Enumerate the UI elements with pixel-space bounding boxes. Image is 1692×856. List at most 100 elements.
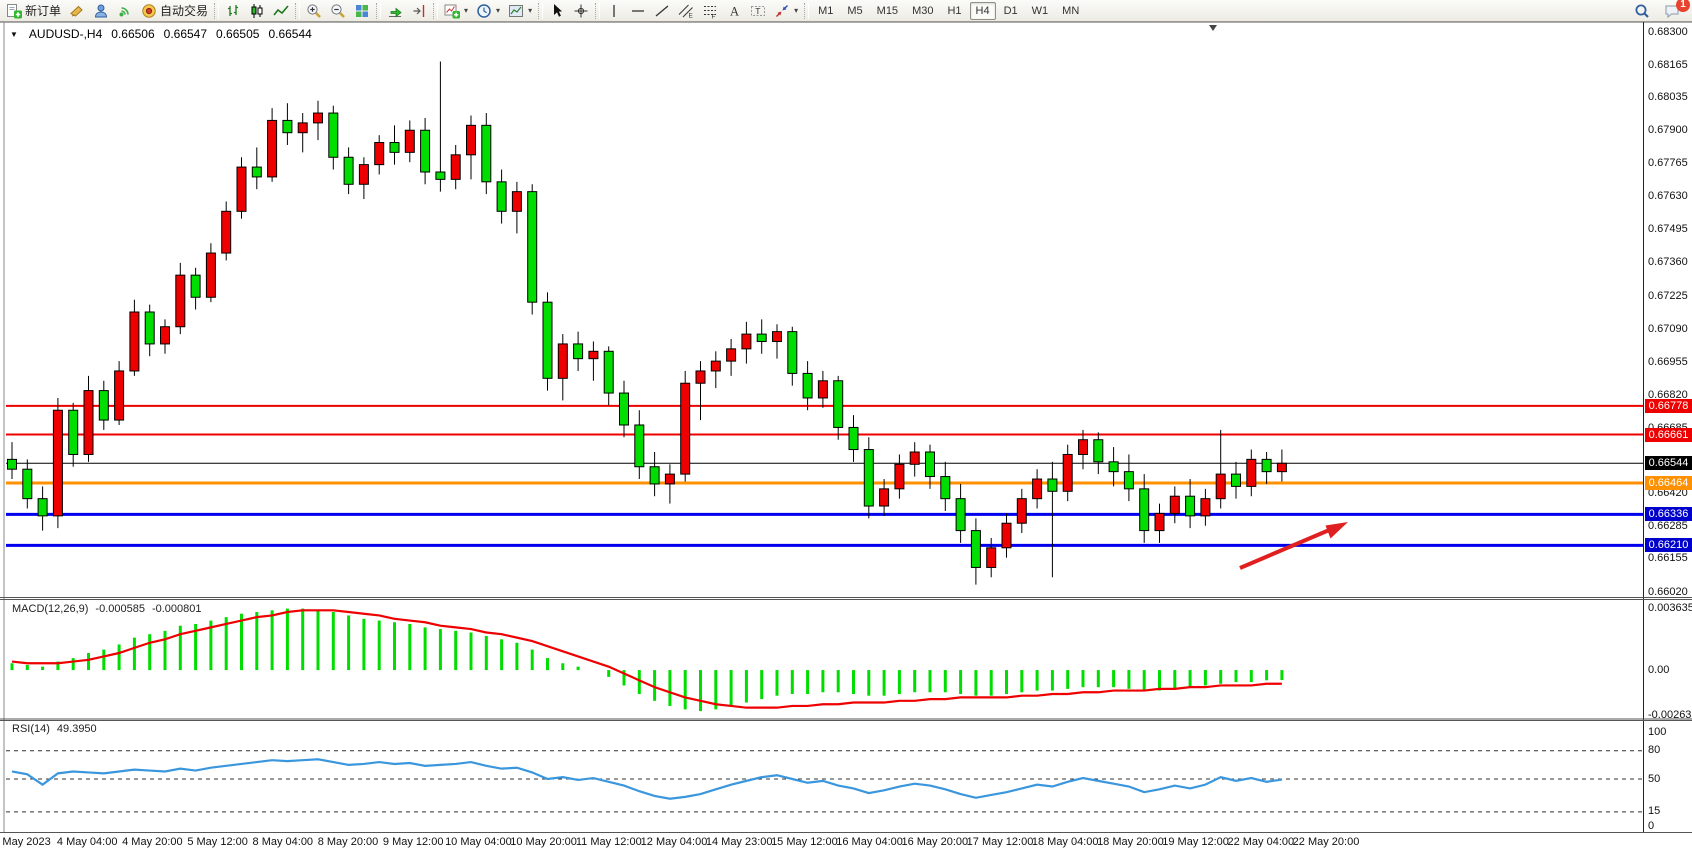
candle (267, 119, 278, 178)
candle (1108, 461, 1119, 473)
time-tick: 16 May 04:00 (836, 836, 903, 848)
candle (970, 530, 981, 568)
timeframe-d1-button[interactable]: D1 (1003, 4, 1018, 17)
candle (986, 547, 997, 568)
time-tick: 17 May 12:00 (966, 836, 1034, 848)
bar-chart-icon (228, 4, 239, 16)
zoom-in-button[interactable] (302, 1, 326, 21)
candle (680, 382, 691, 475)
chevron-down-icon[interactable]: ▾ (794, 6, 799, 15)
candle (1231, 473, 1241, 487)
chart-open: 0.66506 (111, 27, 155, 41)
timeframe-m30-button[interactable]: M30 (912, 4, 934, 17)
candle (328, 112, 339, 158)
equidistant-channel-button[interactable]: E (674, 1, 698, 21)
tile-windows-icon (356, 4, 369, 17)
candle (68, 409, 79, 455)
chevron-down-icon[interactable]: ▾ (464, 6, 469, 15)
candle (925, 451, 935, 478)
rsi-value: 49.3950 (56, 723, 97, 735)
indicators-button[interactable]: ▾ (440, 1, 472, 21)
candle (205, 252, 216, 298)
search-button[interactable] (1630, 1, 1654, 21)
notifications-button[interactable]: 1 (1660, 0, 1690, 21)
candle (802, 372, 813, 399)
chart-shift-icon (413, 4, 425, 17)
price-tick: 0.67225 (1648, 289, 1688, 302)
candle (1016, 498, 1027, 524)
zoom-out-icon (331, 3, 345, 18)
candle (1169, 495, 1180, 514)
tile-windows-button[interactable] (350, 1, 374, 21)
trendline-icon (655, 5, 669, 16)
cursor-button[interactable] (545, 1, 569, 21)
new-order-button[interactable]: 新订单 (2, 1, 65, 21)
price-tick: 0.68300 (1648, 25, 1688, 38)
vertical-line-button[interactable] (602, 1, 626, 21)
periods-button[interactable]: ▾ (472, 1, 504, 21)
hline-icon (632, 9, 645, 12)
macd-label: MACD(12,26,9) -0.000585 -0.000801 (12, 603, 202, 615)
candle (251, 166, 262, 178)
horizontal-line-button[interactable] (626, 1, 650, 21)
macd-tick: 0.00 (1648, 663, 1670, 676)
fibonacci-button[interactable]: F (698, 1, 722, 21)
timeframe-m5-button[interactable]: M5 (847, 4, 863, 17)
macd-main-value: -0.000585 (95, 603, 145, 615)
channel-icon: E (678, 4, 694, 19)
candle (817, 380, 828, 399)
timeframe-m15-button[interactable]: M15 (876, 4, 899, 17)
candle (1047, 478, 1058, 492)
crosshair-button[interactable] (569, 1, 593, 21)
chart-dropdown-icon[interactable]: ▼ (10, 29, 18, 39)
time-tick: 19 May 12:00 (1162, 836, 1229, 848)
toolbar-separator (376, 2, 382, 19)
macd-tick: 0.003635 (1648, 601, 1692, 614)
bar-chart-button[interactable] (221, 1, 245, 21)
styler-button[interactable] (65, 1, 89, 21)
candle (1001, 522, 1012, 549)
candle (190, 274, 201, 298)
rsi-label: RSI(14) 49.3950 (12, 723, 97, 735)
candle (1185, 495, 1196, 517)
macd-signal-value: -0.000801 (151, 603, 202, 615)
auto-scroll-button[interactable] (383, 1, 407, 21)
text-button[interactable]: A (722, 1, 746, 21)
templates-button[interactable]: ▾ (504, 1, 536, 21)
candle (940, 476, 951, 500)
text-icon: A (730, 4, 739, 18)
candle-chart-button[interactable] (245, 1, 269, 21)
arrow-annotation[interactable] (1239, 522, 1348, 570)
chevron-down-icon[interactable]: ▾ (496, 6, 501, 15)
community-button[interactable] (89, 1, 113, 21)
candle (496, 181, 507, 212)
trendline-button[interactable] (650, 1, 674, 21)
timeframe-h4-button[interactable]: H4 (969, 1, 996, 20)
line-chart-button[interactable] (269, 1, 293, 21)
cursor-icon (554, 3, 563, 17)
timeframe-m1-button[interactable]: M1 (818, 4, 834, 17)
auto-trading-button[interactable]: 自动交易 (137, 1, 212, 21)
candle (435, 171, 446, 180)
macd-signal-line (11, 609, 1282, 709)
price-tick: 0.67630 (1648, 190, 1688, 203)
chevron-down-icon[interactable]: ▾ (528, 6, 533, 15)
rsi-tick: 50 (1648, 772, 1661, 785)
signals-button[interactable] (113, 1, 137, 21)
chart-plot (0, 22, 1692, 833)
clock-icon (477, 3, 491, 18)
line-chart-icon (273, 4, 289, 15)
candle (389, 142, 400, 153)
timeframe-mn-button[interactable]: MN (1062, 4, 1080, 17)
price-tick: 0.66155 (1648, 552, 1688, 565)
candle (1261, 458, 1272, 473)
timeframe-w1-button[interactable]: W1 (1031, 4, 1049, 17)
text-label-button[interactable]: T (746, 1, 770, 21)
arrows-button[interactable]: ▾ (770, 1, 802, 21)
price-tick: 0.67900 (1648, 123, 1688, 136)
time-tick: 10 May 20:00 (510, 836, 577, 848)
timeframe-h1-button[interactable]: H1 (947, 4, 962, 17)
chart-shift-button[interactable] (407, 1, 431, 21)
zoom-out-button[interactable] (326, 1, 350, 21)
candle (787, 331, 798, 374)
